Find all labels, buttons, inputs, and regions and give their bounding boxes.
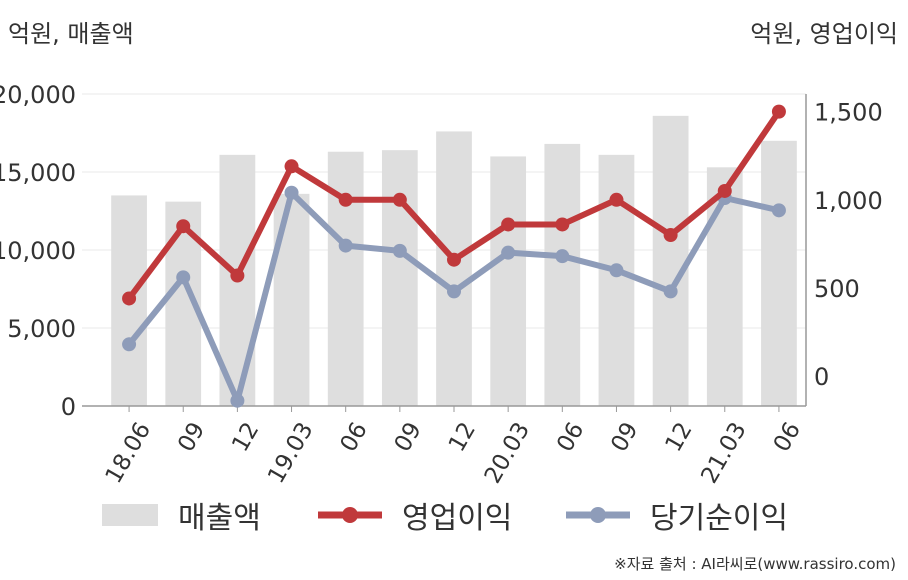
- legend-label-net-income: 당기순이익: [650, 501, 788, 536]
- legend-item-revenue: 매출액: [102, 493, 261, 537]
- x-tick-label: 06: [769, 418, 806, 456]
- revenue-bar: [652, 115, 689, 406]
- series-point: [338, 192, 353, 207]
- legend-label-op-income: 영업이익: [402, 501, 513, 536]
- series-point: [771, 104, 786, 119]
- legend-label-revenue: 매출액: [178, 501, 261, 536]
- series-point: [501, 217, 516, 232]
- x-tick-label: 12: [227, 418, 264, 456]
- revenue-bar: [436, 131, 472, 406]
- series-point: [609, 263, 624, 278]
- revenue-bar: [706, 167, 743, 406]
- legend-swatch-revenue: [102, 504, 158, 526]
- series-point: [663, 228, 678, 243]
- x-tick-label: 12: [661, 418, 698, 456]
- series-point: [447, 252, 461, 267]
- right-tick-label: 1,500: [814, 99, 883, 127]
- source-note: ※자료 출처 : AI라씨로(www.rassiro.com): [614, 555, 896, 573]
- x-tick-label: 06: [336, 418, 373, 456]
- legend: 매출액 영업이익 당기순이익: [0, 493, 908, 536]
- revenue-bar: [490, 156, 527, 406]
- legend-swatch-op-income: [318, 507, 382, 523]
- series-point: [717, 183, 732, 198]
- x-tick-label: 09: [173, 418, 210, 456]
- revenue-bar: [598, 154, 635, 406]
- left-axis-tick-labels: 0 5,000 10,000 15,000 20,000: [0, 81, 76, 421]
- series-point: [230, 268, 245, 283]
- x-tick-label: 20.03: [480, 418, 535, 488]
- right-tick-label: 0: [814, 363, 829, 391]
- x-tick-label: 09: [606, 418, 643, 456]
- left-tick-label: 15,000: [0, 159, 76, 187]
- right-tick-label: 500: [814, 275, 860, 303]
- left-tick-label: 20,000: [0, 81, 76, 109]
- x-tick-label: 21.03: [696, 418, 751, 488]
- x-tick-label: 09: [390, 418, 427, 456]
- legend-item-net-income: 당기순이익: [566, 493, 788, 537]
- x-tick-label: 12: [444, 418, 481, 456]
- series-point: [392, 192, 407, 207]
- axes: [82, 94, 807, 412]
- left-tick-label: 5,000: [7, 315, 76, 343]
- series-point: [447, 284, 461, 299]
- series-point: [501, 245, 516, 260]
- x-tick-label: 19.03: [263, 418, 318, 488]
- revenue-bar: [381, 150, 418, 406]
- line-series: [122, 104, 786, 408]
- series-point: [771, 203, 786, 218]
- series-point: [122, 337, 137, 352]
- revenue-bar: [273, 193, 310, 406]
- left-tick-label: 10,000: [0, 237, 76, 265]
- right-axis-unit: 억원, 영업이익: [750, 20, 898, 48]
- series-point: [555, 217, 570, 232]
- left-tick-label: 0: [61, 393, 76, 421]
- right-axis-tick-labels: 0 500 1,000 1,500: [814, 99, 883, 391]
- revenue-bars: [111, 115, 797, 407]
- series-point: [176, 270, 191, 285]
- series-point: [230, 393, 245, 408]
- x-tick-label: 18.06: [101, 418, 156, 488]
- series-point: [284, 185, 299, 200]
- series-point: [284, 159, 299, 174]
- series-point: [392, 243, 407, 258]
- series-point: [609, 192, 624, 207]
- series-point: [122, 291, 137, 306]
- legend-swatch-net-income: [566, 507, 630, 523]
- x-tick-label: 06: [552, 418, 589, 456]
- series-point: [338, 238, 353, 253]
- right-tick-label: 1,000: [814, 187, 883, 215]
- series-point: [555, 249, 570, 264]
- series-point: [176, 219, 191, 234]
- left-axis-unit: 억원, 매출액: [8, 20, 134, 48]
- revenue-bar: [544, 143, 581, 407]
- legend-item-op-income: 영업이익: [318, 493, 512, 537]
- revenue-bar: [761, 140, 797, 407]
- series-point: [663, 284, 678, 299]
